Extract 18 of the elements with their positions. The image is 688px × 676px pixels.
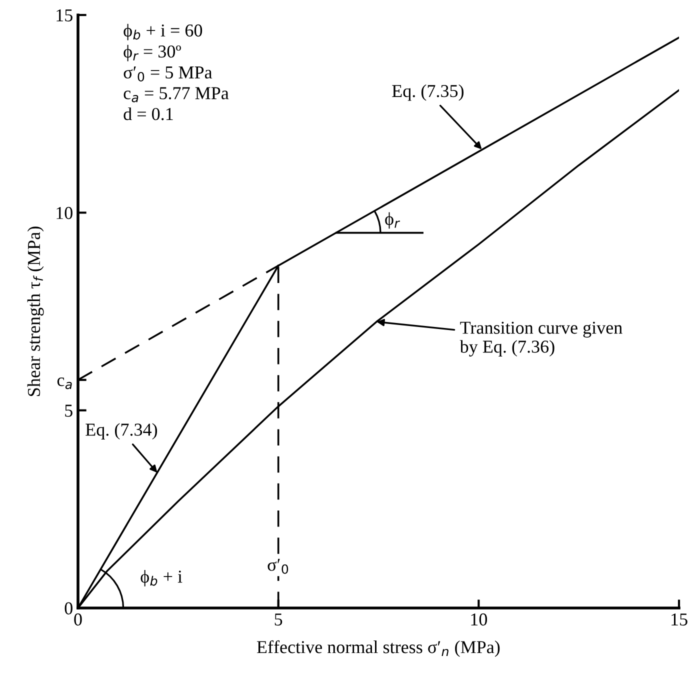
y-tick-label: c$_{a}$: [57, 377, 72, 390]
ref-line-label: σ′$_{0}$: [268, 558, 288, 574]
y-tick-label: 0: [64, 602, 72, 614]
y-tick-label: 10: [56, 206, 72, 220]
x-tick-label: 15: [672, 613, 688, 626]
annotation: ϕ$_{r}$: [385, 212, 400, 229]
x-axis-title: Effective normal stress σ′$_{n}$ (MPa): [256, 640, 500, 657]
x-tick-label: 10: [471, 613, 488, 626]
y-axis-title: Shear strength τ$_{f}$ (MPa): [27, 226, 44, 396]
y-tick-label: 5: [65, 404, 72, 417]
annotation: Transition curve given by Eq. (7.36): [460, 322, 622, 356]
y-tick-label: 15: [56, 9, 72, 22]
annotation: Eq. (7.34): [86, 423, 158, 440]
annotation: ϕ$_{b}$ + i: [140, 570, 182, 586]
x-tick-label: 5: [274, 614, 282, 626]
text: ϕ$_{b}$ + i = 60 ϕ$_{r}$ = 30º σ′$_{0}$ = 5 MPa c$_{a}$ = 5.77 MPa d = 0.1: [124, 24, 229, 120]
x-tick-label: 0: [74, 613, 82, 626]
annotation: Eq. (7.35): [392, 84, 464, 101]
